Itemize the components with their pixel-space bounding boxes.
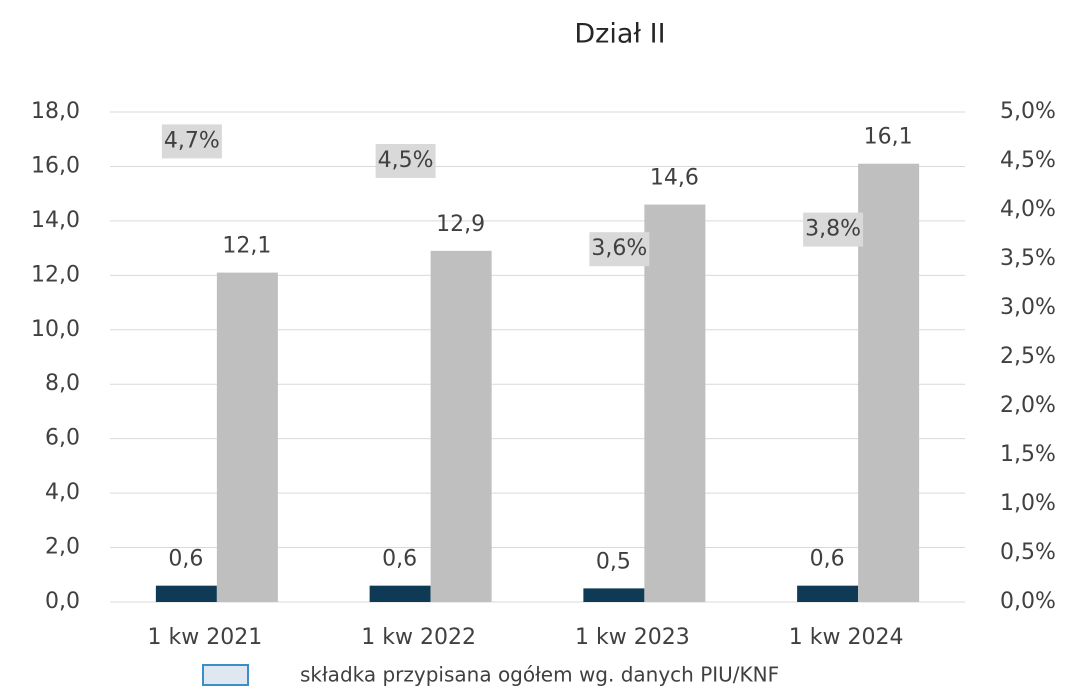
data-label: 4,7% [164, 128, 220, 153]
x-tick-label: 1 kw 2024 [789, 625, 904, 650]
y-tick-label: 6,0 [45, 426, 80, 451]
bar [430, 250, 492, 603]
bar [155, 585, 217, 602]
data-label: 0,6 [810, 547, 845, 572]
data-label: 0,5 [596, 549, 631, 574]
y2-tick-label: 2,0% [1000, 393, 1056, 418]
y2-tick-label: 0,0% [1000, 589, 1056, 614]
percent-label-box [589, 232, 650, 267]
data-label: 14,6 [650, 166, 699, 191]
y2-tick-label: 0,5% [1000, 540, 1056, 565]
y-tick-label: 12,0 [31, 262, 80, 287]
bar [216, 272, 278, 602]
y2-tick-label: 4,0% [1000, 197, 1056, 222]
y-tick-label: 4,0 [45, 480, 80, 505]
y2-tick-label: 1,0% [1000, 491, 1056, 516]
data-label: 3,6% [591, 236, 647, 261]
y-tick-label: 2,0 [45, 535, 80, 560]
y2-tick-label: 3,5% [1000, 246, 1056, 271]
chart-title: Dział II [574, 19, 665, 50]
data-label: 16,1 [864, 125, 913, 150]
bar [644, 204, 706, 603]
y2-tick-label: 1,5% [1000, 442, 1056, 467]
y2-tick-label: 2,5% [1000, 344, 1056, 369]
legend-label: składka przypisana ogółem wg. danych PIU… [300, 663, 779, 687]
y-tick-label: 18,0 [31, 99, 80, 124]
data-label: 0,6 [382, 547, 417, 572]
y-tick-label: 10,0 [31, 317, 80, 342]
y2-tick-label: 4,5% [1000, 148, 1056, 173]
percent-label-box [161, 124, 222, 159]
x-tick-label: 1 kw 2022 [361, 625, 476, 650]
y2-tick-label: 3,0% [1000, 295, 1056, 320]
bar [369, 585, 431, 602]
data-label: 0,6 [168, 547, 203, 572]
percent-label-box [803, 212, 864, 247]
y-tick-label: 8,0 [45, 371, 80, 396]
y-tick-label: 0,0 [45, 589, 80, 614]
y-tick-label: 16,0 [31, 153, 80, 178]
data-label: 12,9 [436, 212, 485, 237]
percent-label-box [375, 144, 436, 178]
bar [858, 163, 920, 602]
data-label: 12,1 [222, 234, 271, 259]
y2-tick-label: 5,0% [1000, 99, 1056, 124]
data-label: 4,5% [378, 148, 434, 173]
x-tick-label: 1 kw 2023 [575, 625, 690, 650]
bar [797, 585, 859, 602]
x-tick-label: 1 kw 2021 [148, 625, 263, 650]
legend-swatch [202, 664, 249, 686]
y-tick-label: 14,0 [31, 208, 80, 233]
data-label: 3,8% [805, 217, 861, 242]
bar [583, 588, 645, 602]
